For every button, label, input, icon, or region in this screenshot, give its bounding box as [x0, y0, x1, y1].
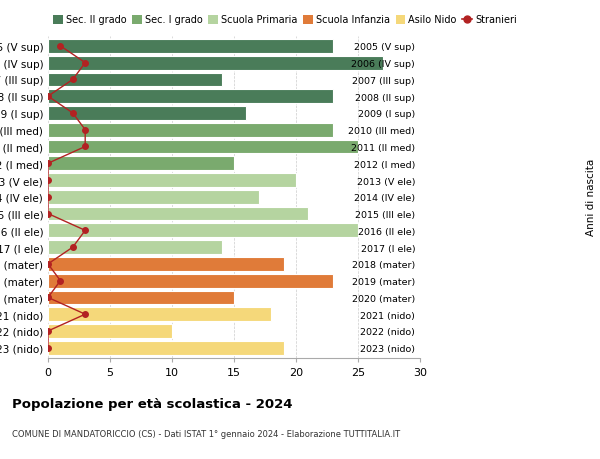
Bar — [48, 241, 221, 254]
Text: Popolazione per età scolastica - 2024: Popolazione per età scolastica - 2024 — [12, 397, 293, 410]
Bar — [48, 308, 271, 321]
Bar — [48, 123, 333, 137]
Bar — [48, 157, 234, 171]
Bar — [48, 56, 383, 70]
Bar — [48, 224, 358, 238]
Text: Anni di nascita: Anni di nascita — [586, 159, 596, 236]
Bar — [48, 291, 234, 305]
Legend: Sec. II grado, Sec. I grado, Scuola Primaria, Scuola Infanzia, Asilo Nido, Stran: Sec. II grado, Sec. I grado, Scuola Prim… — [53, 16, 517, 25]
Bar — [48, 107, 247, 121]
Bar — [48, 190, 259, 204]
Text: COMUNE DI MANDATORICCIO (CS) - Dati ISTAT 1° gennaio 2024 - Elaborazione TUTTITA: COMUNE DI MANDATORICCIO (CS) - Dati ISTA… — [12, 429, 400, 438]
Bar — [48, 341, 284, 355]
Bar — [48, 257, 284, 271]
Bar — [48, 140, 358, 154]
Bar — [48, 90, 333, 104]
Bar — [48, 325, 172, 338]
Bar — [48, 174, 296, 187]
Bar — [48, 274, 333, 288]
Bar — [48, 73, 221, 87]
Bar — [48, 40, 333, 54]
Bar — [48, 207, 308, 221]
